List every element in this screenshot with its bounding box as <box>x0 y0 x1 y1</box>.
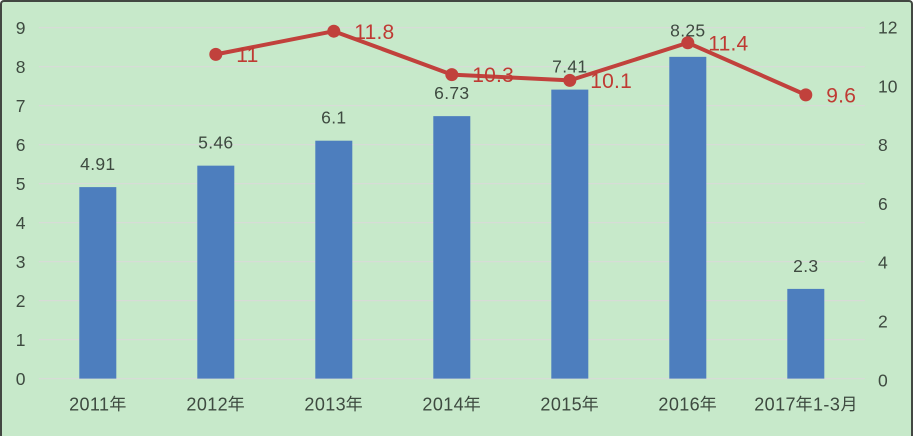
line-value-label: 11.4 <box>708 32 748 55</box>
cjk-glyph-path <box>464 395 481 412</box>
cjk-glyph-path <box>582 395 599 412</box>
line-marker <box>327 24 341 38</box>
x-axis-label-text: 2015 <box>540 394 583 415</box>
bar-value-label: 2.3 <box>793 256 818 276</box>
x-axis-label-text: 2014 <box>422 394 465 415</box>
line-marker <box>209 47 223 61</box>
bar-2012年 <box>197 165 235 379</box>
right-axis-tick: 8 <box>878 135 888 155</box>
line-value-label: 10.3 <box>472 64 514 87</box>
line-series <box>213 29 808 97</box>
cjk-glyph-path <box>110 395 126 412</box>
x-axis-label-text: 1-3 <box>813 394 841 415</box>
line-marker <box>445 68 459 82</box>
left-axis-tick: 9 <box>16 18 26 38</box>
bar-value-label: 6.73 <box>434 83 469 103</box>
line-marker <box>799 88 813 102</box>
right-axis-tick: 0 <box>878 370 888 390</box>
cjk-glyph-年 <box>464 395 481 412</box>
right-axis-tick: 10 <box>878 76 898 96</box>
left-axis-tick: 6 <box>16 135 26 155</box>
left-axis-tick: 8 <box>16 57 26 77</box>
bar-value-label: 7.41 <box>552 57 587 77</box>
bar-2011年 <box>79 187 117 379</box>
bar-2016年 <box>669 56 707 379</box>
cjk-glyph-path <box>700 395 717 412</box>
x-axis-label-text: 2012 <box>186 394 229 415</box>
cjk-glyph-path <box>840 396 855 412</box>
line-marker <box>563 73 577 87</box>
left-axis-tick: 3 <box>16 252 26 272</box>
bar-value-label: 4.91 <box>80 154 115 174</box>
bar-2014年 <box>433 116 471 379</box>
right-axis-tick: 4 <box>878 253 888 273</box>
x-axis-label: 2011 <box>69 395 126 413</box>
left-axis-tick: 0 <box>16 369 26 389</box>
line-marker <box>681 36 695 50</box>
right-axis-tick: 6 <box>878 194 888 214</box>
x-axis-label: 2017 1-3 <box>754 395 857 413</box>
cjk-glyph-path <box>228 395 245 412</box>
x-axis-label: 2015 <box>540 395 599 413</box>
bar-2013年 <box>315 140 353 379</box>
cjk-glyph-年 <box>582 395 599 412</box>
right-axis-tick: 12 <box>878 18 897 38</box>
cjk-glyph-path <box>346 395 363 412</box>
x-axis-label: 2012 <box>186 395 245 413</box>
bar-value-label: 8.25 <box>670 20 705 40</box>
x-axis-label-text: 2016 <box>658 394 701 415</box>
cjk-glyph-path <box>796 395 813 412</box>
x-axis-label: 2016 <box>658 395 717 413</box>
left-axis-tick: 5 <box>16 174 26 194</box>
cjk-glyph-年 <box>228 395 245 412</box>
cjk-glyph-年 <box>346 395 363 412</box>
left-axis-tick: 1 <box>16 330 26 350</box>
line-value-label: 11.8 <box>354 21 394 44</box>
right-axis-tick: 2 <box>878 312 888 332</box>
bar-2017年1-3月 <box>787 288 825 379</box>
cjk-glyph-年 <box>700 395 717 412</box>
cjk-glyph-年 <box>796 395 813 412</box>
cjk-glyph-年 <box>110 395 126 412</box>
bar-2015年 <box>551 89 589 379</box>
x-axis-label: 2014 <box>422 395 481 413</box>
x-axis-label-text: 2011 <box>69 394 110 415</box>
x-axis-label-text: 2017 <box>754 394 796 415</box>
bar-value-label: 5.46 <box>198 133 233 153</box>
left-axis-tick: 7 <box>16 96 26 116</box>
x-axis-label: 2013 <box>304 395 363 413</box>
x-axis-label-text: 2013 <box>304 394 347 415</box>
line-value-label: 10.1 <box>590 70 632 93</box>
cjk-glyph-月 <box>840 396 855 412</box>
left-axis-tick: 2 <box>16 291 26 311</box>
line-value-label: 11 <box>236 44 258 67</box>
line-value-label: 9.6 <box>826 84 856 107</box>
bar-value-label: 6.1 <box>321 108 346 128</box>
left-axis-tick: 4 <box>16 213 26 233</box>
